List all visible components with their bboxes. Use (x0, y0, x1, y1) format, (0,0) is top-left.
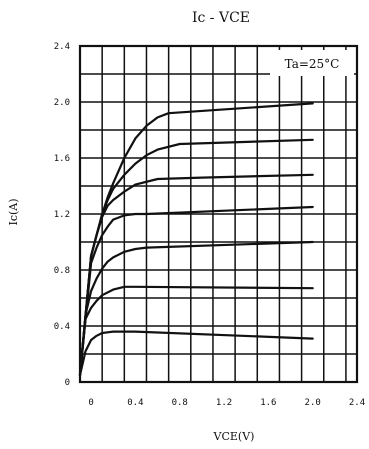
grid (78, 44, 359, 384)
x-tick-label: 2.4 (349, 398, 365, 408)
y-tick-label: 2.0 (54, 98, 70, 108)
x-tick-label: 1.6 (260, 398, 276, 408)
curve-5 (78, 173, 314, 377)
y-tick-label: 2.4 (54, 42, 70, 52)
x-tick-label: 2.0 (305, 398, 321, 408)
chart-title: Ic - VCE (192, 10, 250, 26)
y-tick-label: 0.4 (54, 322, 70, 332)
plot-frame (78, 44, 359, 384)
x-tick-label: 1.2 (216, 398, 232, 408)
curve-1 (78, 330, 314, 377)
curve-4 (78, 205, 314, 377)
y-tick-label: 1.6 (54, 154, 70, 164)
curve-7 (78, 102, 314, 377)
x-tick-label: 0.8 (172, 398, 188, 408)
temperature-annotation: Ta=25°C (285, 57, 340, 71)
y-tick-label: 0.8 (54, 266, 70, 276)
x-tick-label: 0.4 (127, 398, 143, 408)
x-tick-labels: 0 0.4 0.8 1.2 1.6 2.0 2.4 (88, 398, 365, 408)
curves (78, 102, 314, 377)
x-axis-label: VCE(V) (213, 430, 255, 443)
y-axis-label: Ic(A) (7, 198, 20, 225)
x-tick-label: 0 (88, 398, 93, 408)
y-tick-label: 0 (65, 378, 70, 388)
curve-3 (78, 240, 314, 377)
curve-2 (78, 285, 314, 377)
y-tick-labels: 0 0.4 0.8 1.2 1.6 2.0 2.4 (54, 42, 70, 388)
y-tick-label: 1.2 (54, 210, 70, 220)
annotation-box (270, 50, 354, 76)
